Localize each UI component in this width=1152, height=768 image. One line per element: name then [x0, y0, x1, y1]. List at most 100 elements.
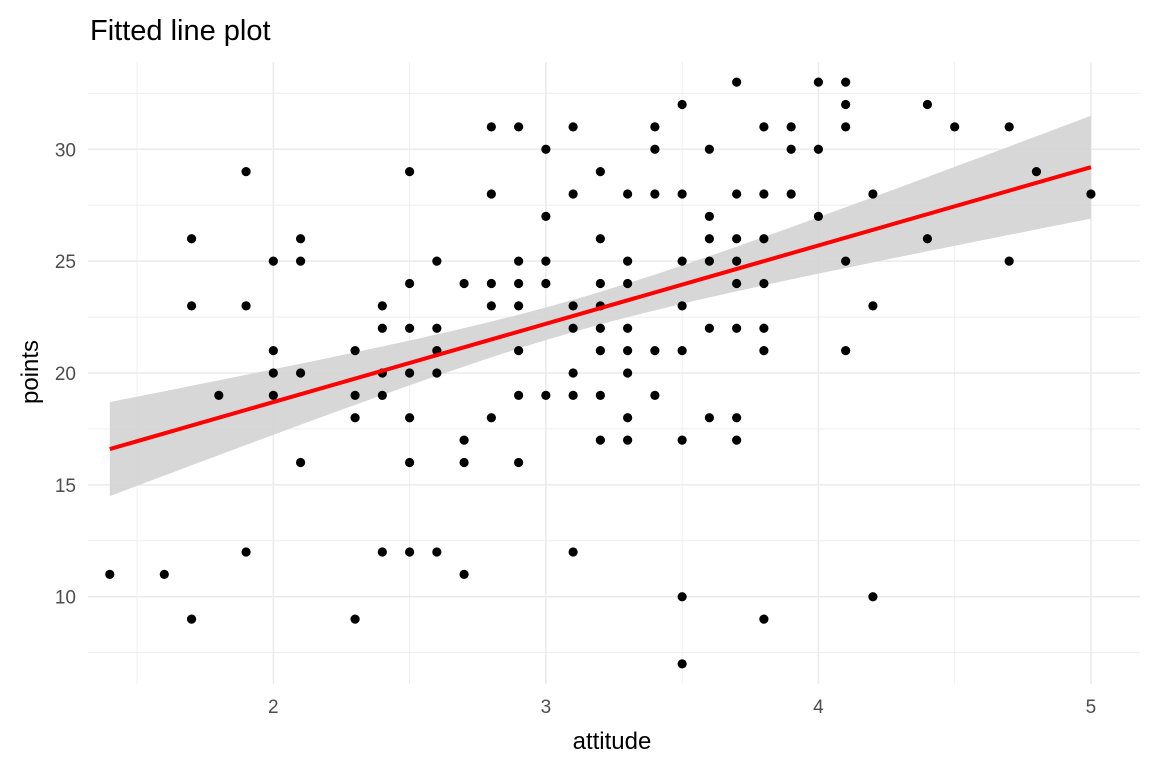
- data-point: [650, 122, 660, 132]
- data-point: [295, 234, 306, 244]
- data-point: [677, 435, 687, 445]
- data-point: [350, 390, 360, 400]
- data-point: [404, 323, 415, 333]
- data-point: [459, 457, 469, 468]
- data-point: [377, 390, 387, 400]
- data-point: [786, 122, 796, 132]
- data-point: [841, 346, 851, 356]
- data-point: [623, 323, 633, 333]
- data-point: [623, 189, 633, 199]
- data-point: [813, 77, 824, 87]
- data-point: [704, 256, 714, 266]
- data-point: [541, 211, 551, 221]
- data-point: [377, 323, 387, 333]
- data-point: [514, 122, 524, 132]
- data-point: [568, 390, 578, 400]
- data-point: [950, 122, 960, 132]
- data-point: [350, 346, 360, 356]
- data-point: [623, 435, 633, 445]
- data-point: [432, 368, 442, 378]
- x-tick-label: 4: [813, 697, 824, 718]
- data-point: [841, 122, 851, 132]
- data-points: [105, 77, 1096, 669]
- data-point: [514, 346, 524, 356]
- data-point: [1004, 256, 1014, 266]
- data-point: [295, 368, 306, 378]
- fit-line-layer: [109, 165, 1092, 451]
- data-point: [677, 346, 687, 356]
- data-point: [541, 256, 551, 266]
- data-point: [922, 234, 933, 244]
- x-tick-label: 3: [541, 697, 552, 718]
- data-point: [214, 390, 224, 400]
- data-point: [568, 368, 578, 378]
- data-point: [541, 390, 551, 400]
- data-point: [186, 301, 197, 311]
- data-point: [868, 592, 878, 602]
- data-point: [1031, 167, 1042, 177]
- data-point: [759, 234, 769, 244]
- data-point: [486, 301, 496, 311]
- tick-labels: 2 3 4 5 10 15 20 25 30: [55, 140, 1096, 718]
- data-point: [595, 278, 605, 289]
- data-point: [595, 390, 605, 400]
- data-point: [623, 346, 633, 356]
- data-point: [105, 569, 115, 579]
- data-point: [459, 278, 469, 289]
- data-point: [541, 278, 551, 289]
- x-tick-label: 2: [268, 697, 279, 718]
- data-point: [459, 435, 469, 445]
- data-point: [677, 659, 687, 669]
- data-point: [514, 390, 524, 400]
- data-point: [732, 234, 742, 244]
- data-point: [186, 614, 197, 624]
- grid-lines: [88, 62, 1140, 684]
- data-point: [432, 547, 442, 557]
- data-point: [404, 368, 415, 378]
- data-point: [268, 368, 278, 378]
- data-point: [868, 301, 878, 311]
- data-point: [350, 413, 360, 423]
- data-point: [486, 278, 496, 289]
- data-point: [486, 189, 496, 199]
- data-point: [813, 144, 824, 154]
- data-point: [377, 547, 387, 557]
- data-point: [568, 323, 578, 333]
- chart-title: Fitted line plot: [90, 15, 271, 47]
- data-point: [732, 413, 742, 423]
- data-point: [732, 278, 742, 289]
- data-point: [595, 167, 605, 177]
- data-point: [541, 144, 551, 154]
- data-point: [186, 234, 197, 244]
- data-point: [759, 323, 769, 333]
- data-point: [268, 390, 278, 400]
- data-point: [241, 301, 251, 311]
- data-point: [568, 189, 578, 199]
- data-point: [595, 234, 605, 244]
- data-point: [595, 323, 605, 333]
- data-point: [868, 189, 878, 199]
- data-point: [704, 234, 714, 244]
- data-point: [732, 189, 742, 199]
- data-point: [650, 144, 660, 154]
- data-point: [704, 413, 714, 423]
- data-point: [432, 256, 442, 266]
- data-point: [813, 211, 824, 221]
- data-point: [404, 547, 415, 557]
- data-point: [568, 301, 578, 311]
- data-point: [241, 167, 251, 177]
- data-point: [595, 435, 605, 445]
- data-point: [704, 323, 714, 333]
- data-point: [677, 99, 687, 110]
- data-point: [841, 77, 851, 87]
- data-point: [568, 547, 578, 557]
- data-point: [404, 167, 415, 177]
- data-point: [732, 323, 742, 333]
- data-point: [595, 346, 605, 356]
- y-tick-label: 10: [55, 588, 76, 609]
- data-point: [268, 256, 278, 266]
- data-point: [568, 122, 578, 132]
- data-point: [922, 99, 933, 110]
- data-point: [759, 614, 769, 624]
